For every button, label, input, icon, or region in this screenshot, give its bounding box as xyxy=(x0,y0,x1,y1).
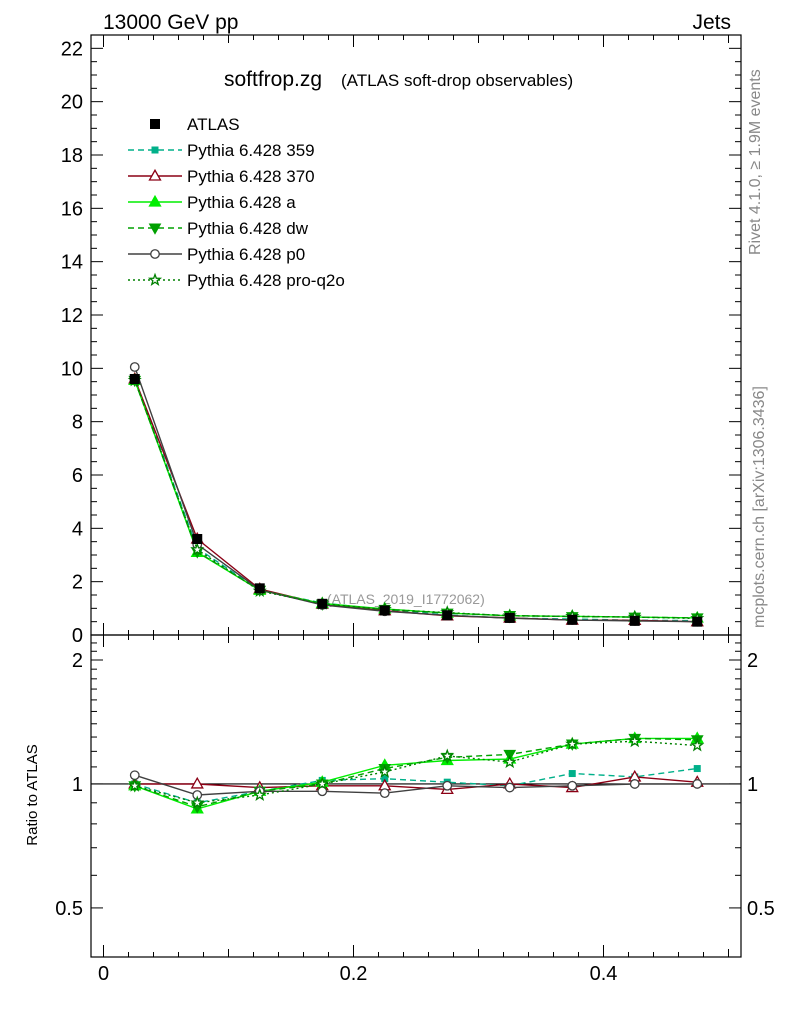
legend-marker-2 xyxy=(148,194,162,207)
ratio-point-5 xyxy=(127,778,142,792)
ratio-point-0 xyxy=(568,770,576,778)
ratio-point-0 xyxy=(693,765,701,773)
ratio-point-4 xyxy=(692,779,703,789)
legend-label-3: Pythia 6.428 dw xyxy=(187,219,309,238)
ratio-point-1 xyxy=(190,776,204,789)
legend-marker-0 xyxy=(151,146,159,154)
series-line-0 xyxy=(134,378,698,622)
ratio-point-5 xyxy=(502,754,517,769)
y-tick-label: 10 xyxy=(61,358,83,380)
legend-marker-5 xyxy=(147,272,163,287)
ratio-line-0 xyxy=(134,767,698,804)
atlas-data-point xyxy=(567,614,578,625)
x-tick-label: 0.2 xyxy=(340,963,368,985)
atlas-data-point xyxy=(692,616,703,627)
legend-label-1: Pythia 6.428 370 xyxy=(187,167,315,186)
series-point-5 xyxy=(190,542,205,556)
legend-marker-4 xyxy=(150,249,160,259)
ratio-point-5 xyxy=(377,764,392,778)
ratio-point-4 xyxy=(567,780,578,791)
ratio-series xyxy=(127,731,705,814)
mcplots-source-label: mcplots.cern.ch [arXiv:1306.3436] xyxy=(751,386,768,628)
main-series xyxy=(127,362,705,627)
atlas-data-point xyxy=(442,610,453,621)
analysis-watermark: (ATLAS_2019_I1772062) xyxy=(327,591,485,607)
atlas-data-point xyxy=(317,598,328,609)
energy-label: 13000 GeV pp xyxy=(103,11,238,34)
atlas-data-point xyxy=(379,605,390,616)
rivet-version-label: Rivet 4.1.0, ≥ 1.9M events xyxy=(747,69,764,255)
y-tick-label: 4 xyxy=(72,518,83,540)
ratio-point-4 xyxy=(379,788,390,799)
ratio-point-4 xyxy=(629,779,640,789)
ratio-point-5 xyxy=(565,736,580,751)
chart-title: softfrop.zg xyxy=(224,68,322,91)
y-tick-label: 16 xyxy=(61,198,83,220)
ratio-point-4 xyxy=(317,786,328,797)
legend-label-atlas: ATLAS xyxy=(187,115,240,134)
y-tick-label: 18 xyxy=(61,145,83,167)
chart-subtitle: (ATLAS soft-drop observables) xyxy=(341,71,573,90)
atlas-data-point xyxy=(129,374,140,384)
ratio-line-4 xyxy=(134,774,698,796)
y-tick-label: 14 xyxy=(61,252,83,274)
ratio-point-4 xyxy=(504,782,515,793)
y-tick-label: 8 xyxy=(72,412,83,434)
x-tick-label: 0.4 xyxy=(590,963,618,985)
ratio-point-5 xyxy=(440,748,455,762)
atlas-data-point xyxy=(254,583,265,594)
process-label: Jets xyxy=(692,11,731,34)
y-tick-label: 0 xyxy=(72,625,83,647)
y-tick-label: 6 xyxy=(72,465,83,487)
legend-label-0: Pythia 6.428 359 xyxy=(187,141,315,160)
x-tick-label: 0 xyxy=(98,963,109,985)
series-line-3 xyxy=(134,380,698,619)
y-tick-label: 22 xyxy=(61,38,83,60)
atlas-data-point xyxy=(504,612,515,623)
series-point-4 xyxy=(129,362,140,372)
y-tick-label: 20 xyxy=(61,92,83,114)
atlas-data-point xyxy=(629,615,640,626)
ratio-line-1 xyxy=(134,776,698,791)
ratio-tick-label: 2 xyxy=(72,650,83,672)
legend-label-2: Pythia 6.428 a xyxy=(187,193,296,212)
ratio-point-5 xyxy=(252,787,267,802)
y-tick-label: 2 xyxy=(72,572,83,594)
ratio-line-3 xyxy=(134,737,698,808)
ratio-point-4 xyxy=(442,780,453,791)
series-line-4 xyxy=(134,366,698,623)
ratio-tick-label-right: 2 xyxy=(747,650,758,672)
ratio-tick-label: 1 xyxy=(72,774,83,796)
legend-marker-3 xyxy=(148,223,162,235)
legend-marker-1 xyxy=(148,168,162,181)
ratio-axis-label: Ratio to ATLAS xyxy=(24,744,41,845)
ratio-point-5 xyxy=(627,733,642,748)
legend-label-4: Pythia 6.428 p0 xyxy=(187,245,305,264)
ratio-line-2 xyxy=(134,737,698,810)
ratio-point-5 xyxy=(690,738,705,752)
legend-label-5: Pythia 6.428 pro-q2o xyxy=(187,271,345,290)
atlas-data-point xyxy=(192,534,203,544)
ratio-point-5 xyxy=(315,776,330,790)
series-line-2 xyxy=(134,380,698,619)
legend: ATLAS Pythia 6.428 359 Pythia 6.428 370 Pyt… xyxy=(128,115,345,290)
ratio-plot-frame xyxy=(90,634,742,958)
ratio-tick-label-right: 1 xyxy=(747,774,758,796)
ratio-tick-label: 0.5 xyxy=(55,898,83,920)
y-tick-label: 12 xyxy=(61,305,83,327)
ratio-point-4 xyxy=(129,770,140,781)
ratio-line-5 xyxy=(134,740,698,804)
ratio-point-5 xyxy=(190,795,205,809)
legend-marker-atlas xyxy=(150,119,160,129)
series-line-1 xyxy=(134,378,698,623)
series-line-5 xyxy=(134,380,698,620)
ratio-tick-label-right: 0.5 xyxy=(747,898,775,920)
ratio-point-0 xyxy=(381,775,389,783)
